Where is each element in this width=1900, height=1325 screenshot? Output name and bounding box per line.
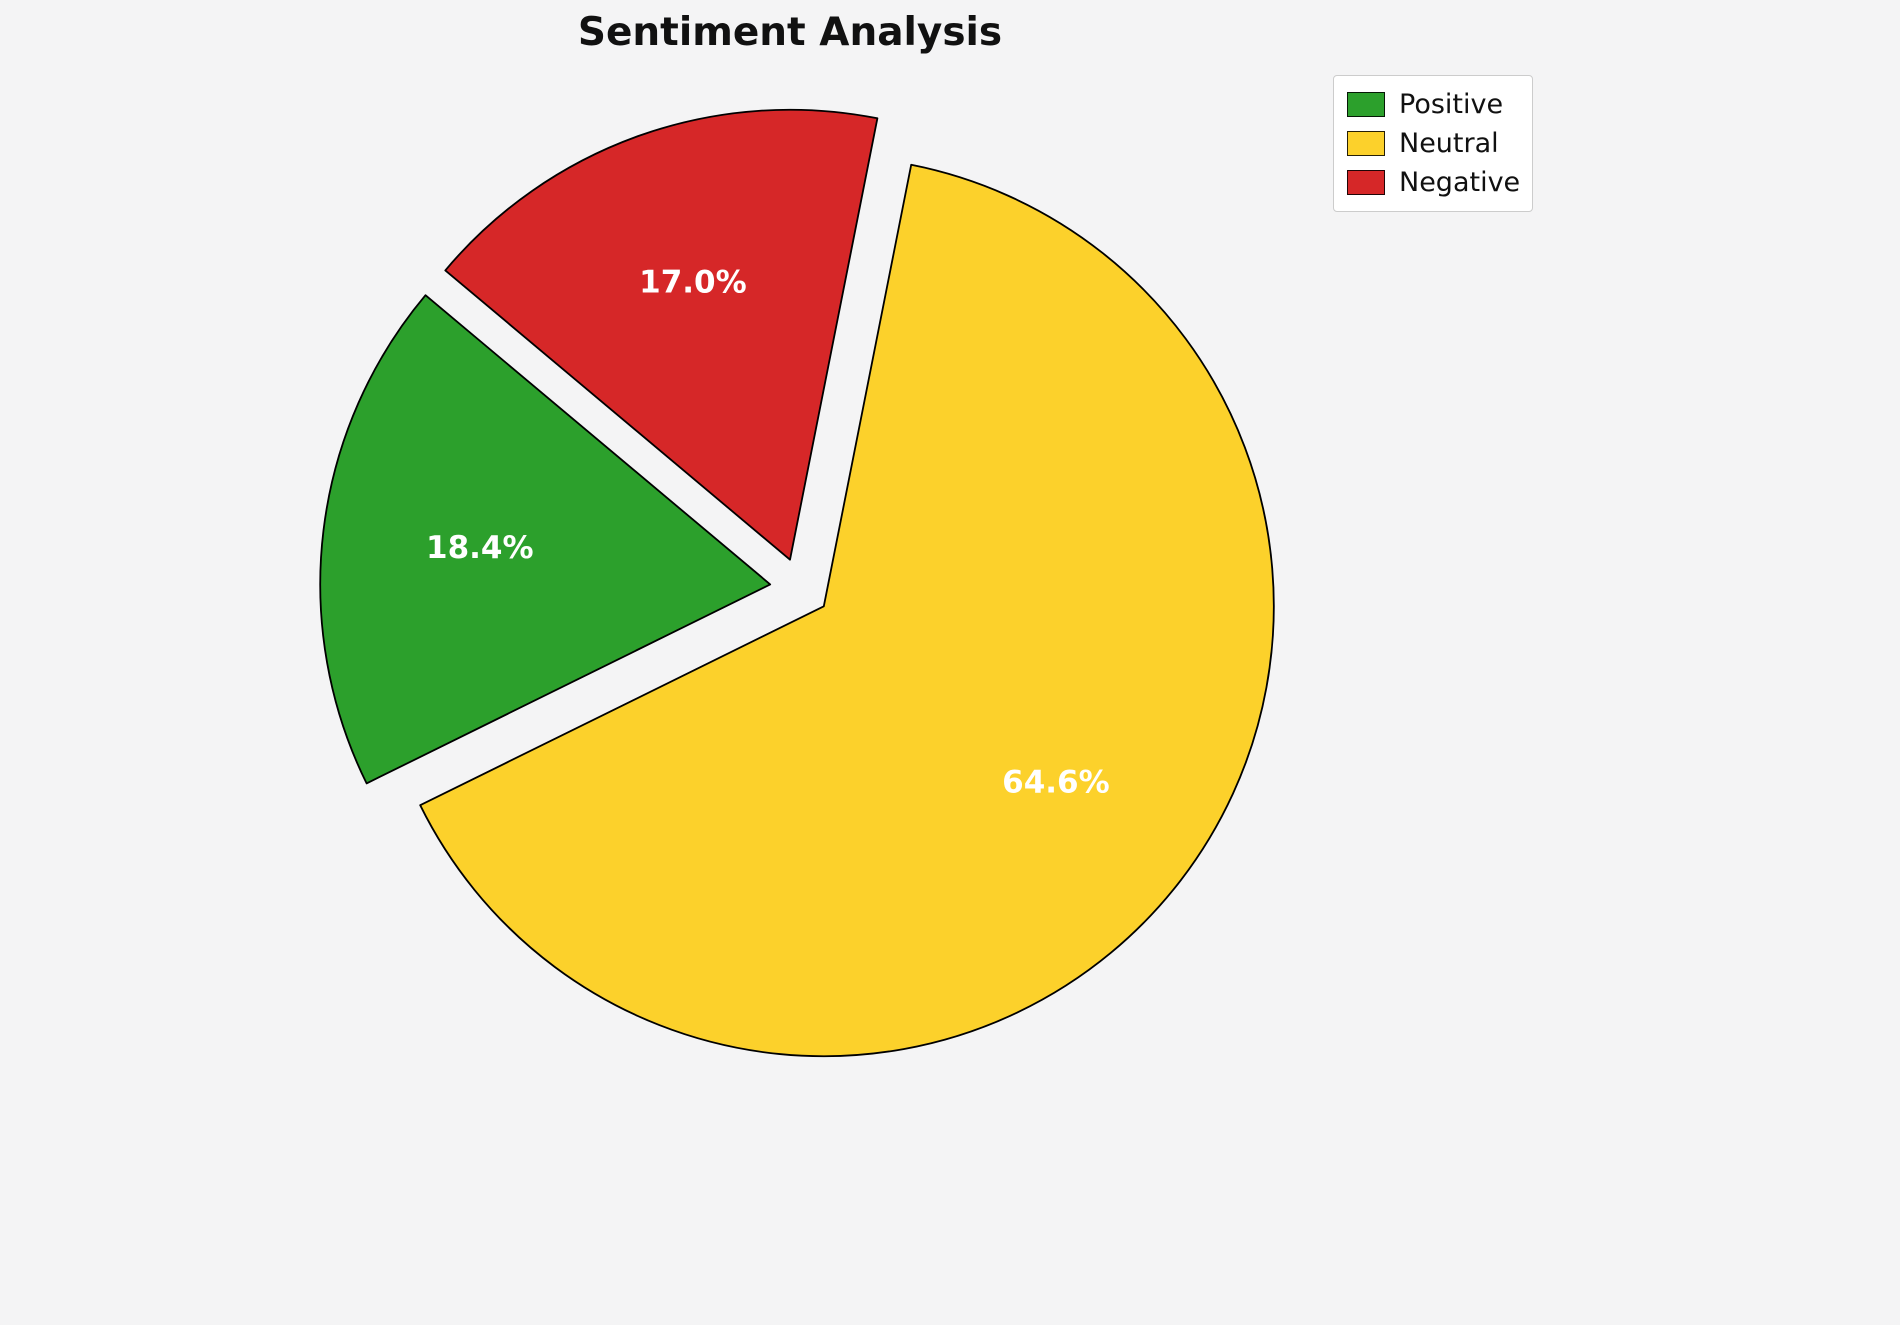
legend-swatch-neutral — [1347, 131, 1385, 156]
legend-label-neutral: Neutral — [1399, 128, 1499, 159]
pie-percentage-positive: 18.4% — [426, 530, 534, 566]
chart-title: Sentiment Analysis — [577, 10, 1003, 55]
legend-swatch-positive — [1347, 92, 1385, 117]
legend: Positive Neutral Negative — [1333, 75, 1533, 212]
pie-percentage-neutral: 64.6% — [1002, 765, 1110, 801]
legend-item-positive: Positive — [1347, 85, 1519, 124]
legend-swatch-negative — [1347, 170, 1385, 195]
legend-label-positive: Positive — [1399, 89, 1504, 120]
pie-percentage-negative: 17.0% — [639, 264, 747, 300]
pie-slice-neutral — [419, 163, 1275, 1058]
pie-slice-positive — [319, 294, 772, 785]
legend-item-negative: Negative — [1347, 163, 1521, 202]
legend-label-negative: Negative — [1399, 167, 1521, 198]
pie-slice-negative — [444, 108, 879, 561]
legend-item-neutral: Neutral — [1347, 124, 1519, 163]
